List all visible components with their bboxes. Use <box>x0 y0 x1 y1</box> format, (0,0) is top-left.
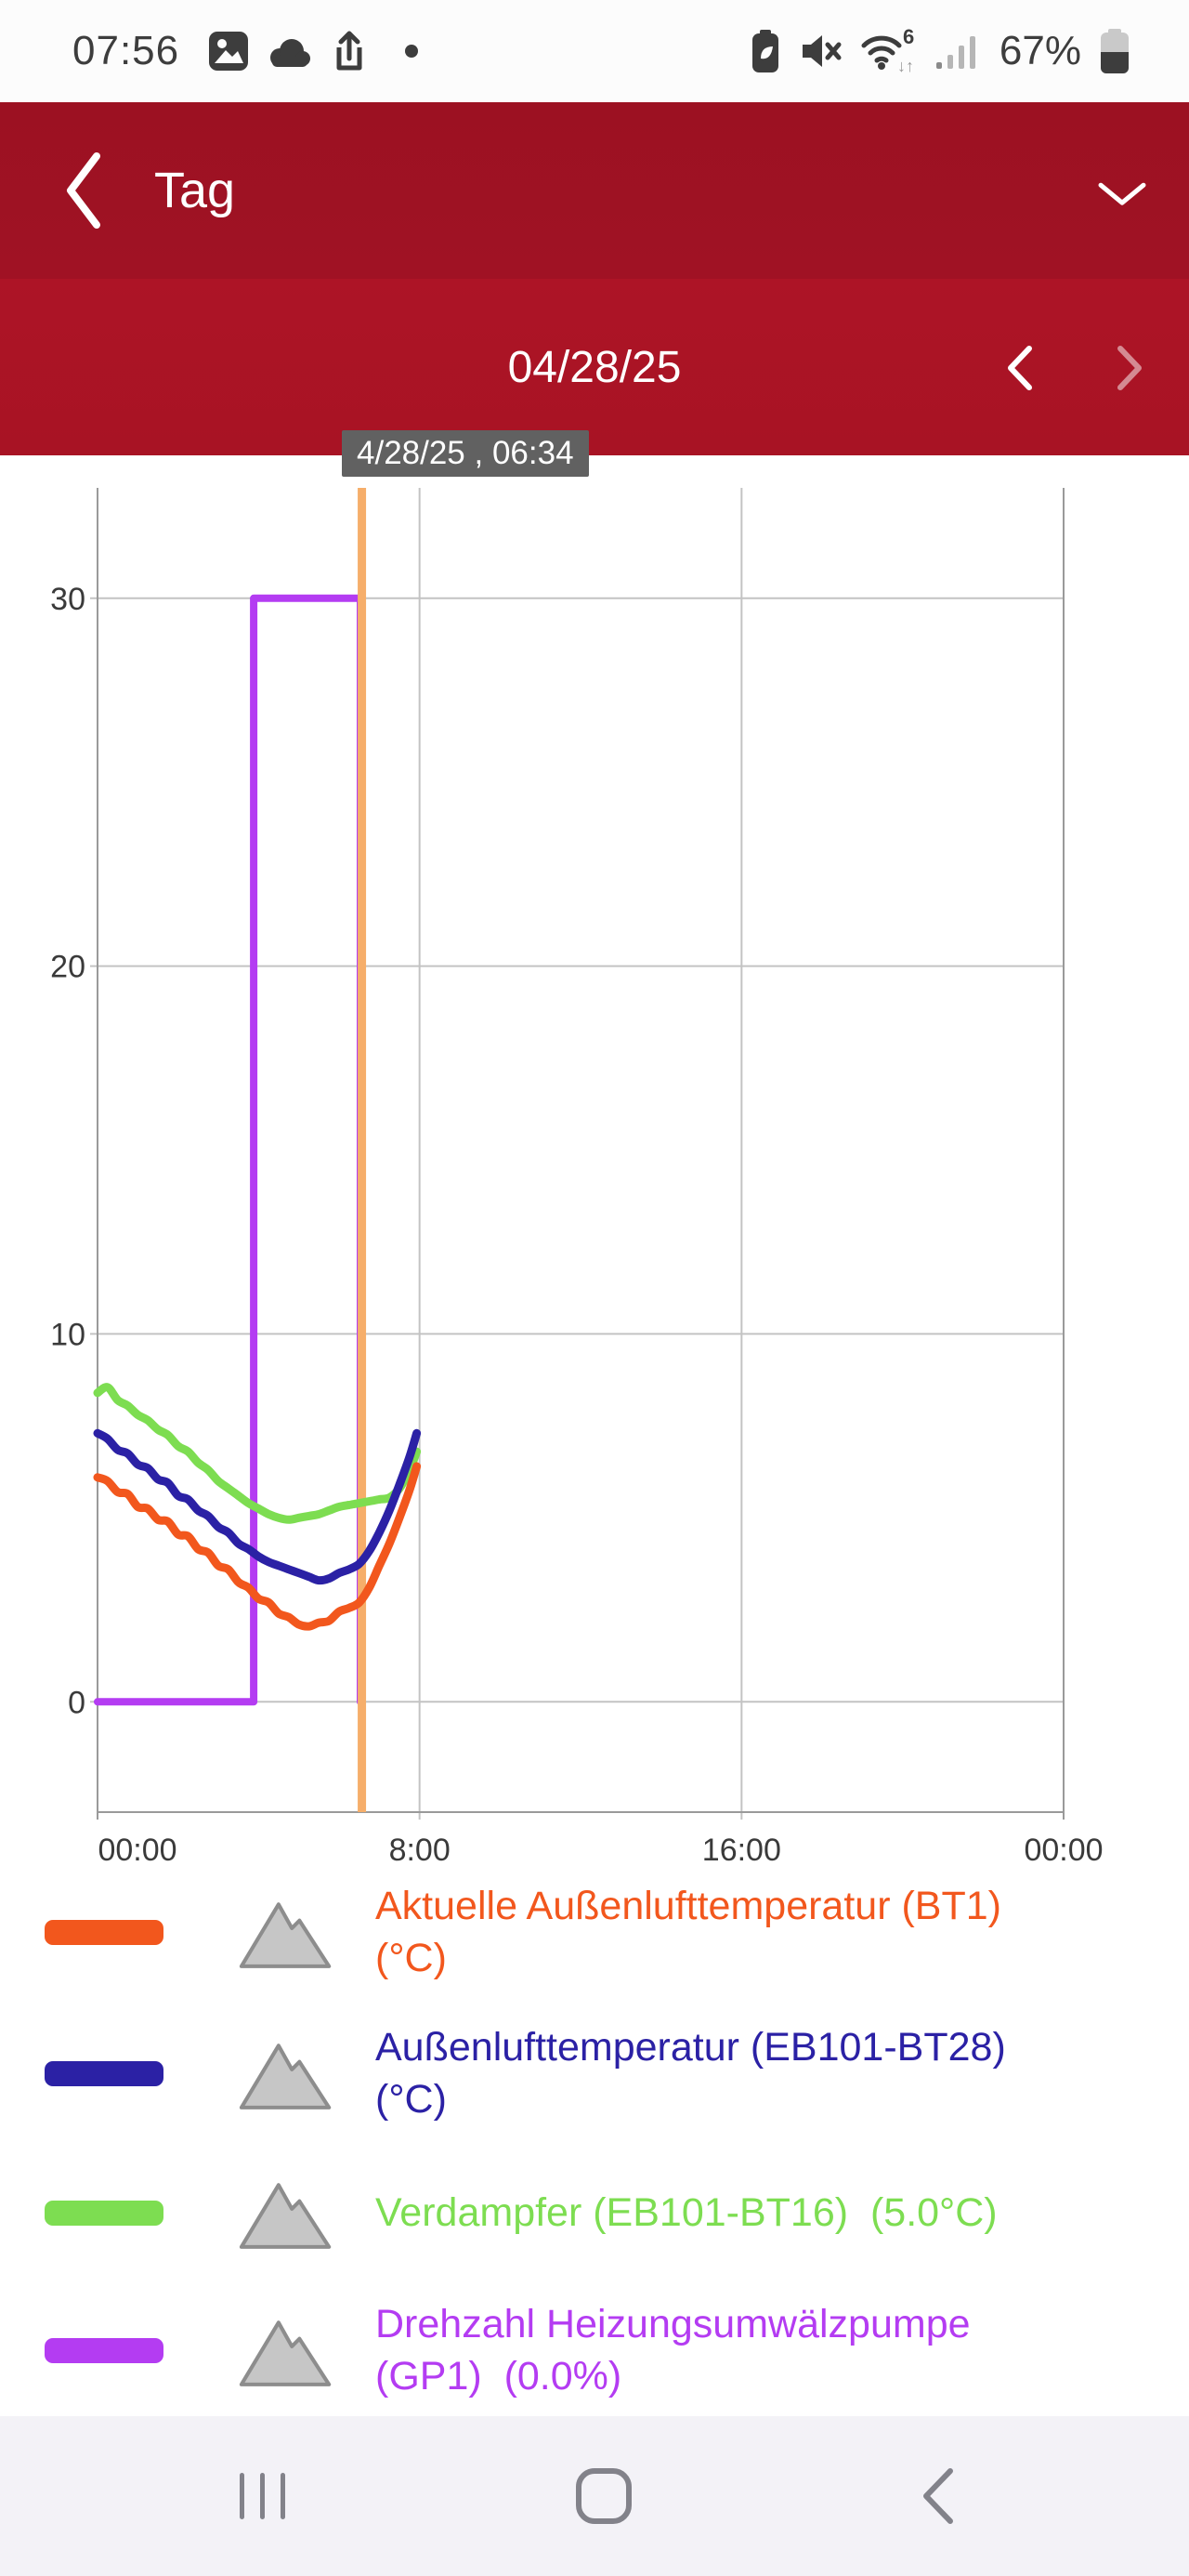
recents-icon <box>240 2473 285 2519</box>
recents-button[interactable] <box>238 2471 288 2521</box>
page-title: Tag <box>154 163 236 218</box>
mountain-icon <box>239 2183 332 2249</box>
back-button[interactable] <box>920 2467 957 2525</box>
status-bar: 07:56 <box>0 0 1189 102</box>
status-bar-left: 07:56 <box>72 28 423 74</box>
svg-text:6: 6 <box>903 27 914 48</box>
legend-label-line1: Außenlufttemperatur (EB101-BT28) <box>375 2025 1006 2070</box>
home-button[interactable] <box>575 2468 633 2524</box>
series-line-0 <box>93 1462 422 1631</box>
legend-item-aussenlufttemperatur[interactable]: Außenlufttemperatur (EB101-BT28) (°C) <box>0 2018 1189 2128</box>
legend-swatch <box>45 1919 163 1945</box>
legend-item-verdampfer[interactable]: Verdampfer (EB101-BT16) (5.0°C) <box>0 2183 1189 2249</box>
date-nav-bar: 04/28/25 <box>0 279 1189 455</box>
legend-label-line1: Aktuelle Außenlufttemperatur (BT1) <box>375 1884 1001 1928</box>
legend-label-line1: Verdampfer (EB101-BT16) (5.0°C) <box>375 2190 998 2235</box>
mountain-icon <box>239 2320 332 2386</box>
legend-item-drehzahl-heizungsumwaelzpumpe[interactable]: Drehzahl Heizungsumwälzpumpe (GP1) (0.0%) <box>0 2295 1189 2405</box>
wifi-6-icon: 6 ↓↑ <box>861 27 914 75</box>
legend-swatch <box>45 2060 163 2086</box>
x-tick-label: 00:00 <box>1024 1833 1103 1868</box>
x-tick-label: 16:00 <box>702 1833 781 1868</box>
x-tick-label: 00:00 <box>98 1833 176 1868</box>
legend-label-line2: (°C) <box>375 1936 447 1980</box>
gallery-icon <box>209 32 249 71</box>
legend-item-aktuelle-aussenlufttemperatur[interactable]: Aktuelle Außenlufttemperatur (BT1) (°C) <box>0 1877 1189 1987</box>
mountain-icon <box>239 2044 332 2109</box>
battery-percent: 67% <box>999 28 1081 73</box>
series-line-3 <box>94 594 364 1706</box>
volume-muted-icon <box>802 35 842 67</box>
legend-label: Verdampfer (EB101-BT16) (5.0°C) <box>375 2187 1143 2239</box>
cloud-icon <box>270 39 311 67</box>
legend-label-line2: (°C) <box>375 2077 447 2122</box>
legend-label: Aktuelle Außenlufttemperatur (BT1) (°C) <box>375 1880 1143 1984</box>
current-date: 04/28/25 <box>507 342 682 392</box>
notification-dot-icon <box>405 45 419 58</box>
signal-bars-icon <box>935 36 975 69</box>
y-tick-label: 30 <box>50 582 85 617</box>
legend-label: Drehzahl Heizungsumwälzpumpe (GP1) (0.0%) <box>375 2298 1143 2402</box>
y-tick-label: 0 <box>68 1685 85 1720</box>
app-header: Tag <box>0 102 1189 279</box>
android-nav-bar <box>0 2416 1189 2576</box>
legend-swatch <box>45 2337 163 2363</box>
y-tick-label: 20 <box>50 950 85 985</box>
legend-swatch <box>45 2200 163 2226</box>
next-day-icon[interactable] <box>1113 344 1148 392</box>
mountain-icon <box>239 1902 332 1968</box>
tracker-tooltip: 4/28/25 , 06:34 <box>342 430 589 477</box>
svg-text:↓↑: ↓↑ <box>897 57 914 75</box>
x-tick-label: 8:00 <box>389 1833 451 1868</box>
battery-half-icon <box>1101 29 1129 73</box>
series-line-1 <box>93 1428 422 1585</box>
legend-label-line1: Drehzahl Heizungsumwälzpumpe <box>375 2302 971 2346</box>
series-line-2 <box>93 1383 422 1524</box>
back-icon[interactable] <box>61 150 106 231</box>
status-time: 07:56 <box>72 28 180 73</box>
legend-label-line2: (GP1) (0.0%) <box>375 2354 622 2399</box>
home-icon <box>576 2468 632 2524</box>
chevron-down-icon[interactable] <box>1096 180 1148 208</box>
status-bar-right: 6 ↓↑ 67% <box>749 27 1133 75</box>
share-icon <box>336 31 362 71</box>
previous-day-icon[interactable] <box>1001 344 1037 392</box>
back-nav-icon <box>923 2468 953 2524</box>
legend-label: Außenlufttemperatur (EB101-BT28) (°C) <box>375 2021 1143 2125</box>
y-tick-label: 10 <box>50 1317 85 1352</box>
battery-saver-icon <box>751 30 778 72</box>
